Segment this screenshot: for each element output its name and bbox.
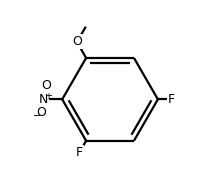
Text: −: −: [33, 111, 41, 121]
Text: N: N: [39, 93, 49, 106]
Text: O: O: [36, 107, 46, 119]
Text: F: F: [168, 93, 175, 106]
Text: O: O: [72, 36, 82, 49]
Text: F: F: [76, 146, 83, 159]
Text: +: +: [44, 91, 52, 101]
Text: O: O: [41, 79, 51, 92]
